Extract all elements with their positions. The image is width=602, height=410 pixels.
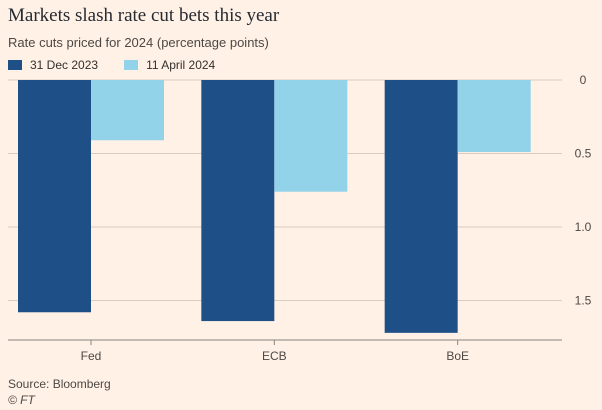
legend-label-series-1: 31 Dec 2023 <box>30 58 99 72</box>
source-note: Source: Bloomberg <box>8 377 111 391</box>
legend-item-series-2: 11 April 2024 <box>124 58 215 72</box>
legend: 31 Dec 2023 11 April 2024 <box>8 58 241 72</box>
bar-fed-series-1 <box>18 80 91 313</box>
y-tick-label: 1.0 <box>575 220 592 234</box>
ft-credit: © FT <box>8 393 35 407</box>
bar-boe-series-2 <box>457 80 531 153</box>
y-tick-label: 0.5 <box>575 147 592 161</box>
legend-item-series-1: 31 Dec 2023 <box>8 58 98 72</box>
bar-ecb-series-1 <box>201 80 275 322</box>
bar-boe-series-1 <box>384 80 458 333</box>
bar-fed-series-2 <box>91 80 164 141</box>
legend-label-series-2: 11 April 2024 <box>146 58 216 72</box>
x-tick-label: ECB <box>262 349 287 363</box>
y-tick-label: 1.5 <box>575 294 592 308</box>
legend-swatch-series-2 <box>124 60 139 70</box>
x-tick-label: Fed <box>81 349 102 363</box>
bar-ecb-series-2 <box>274 80 348 192</box>
y-tick-label: 0 <box>580 73 587 87</box>
chart-subtitle: Rate cuts priced for 2024 (percentage po… <box>8 35 269 50</box>
chart-title: Markets slash rate cut bets this year <box>8 5 280 26</box>
legend-swatch-series-1 <box>8 60 22 70</box>
x-tick-label: BoE <box>446 349 469 363</box>
